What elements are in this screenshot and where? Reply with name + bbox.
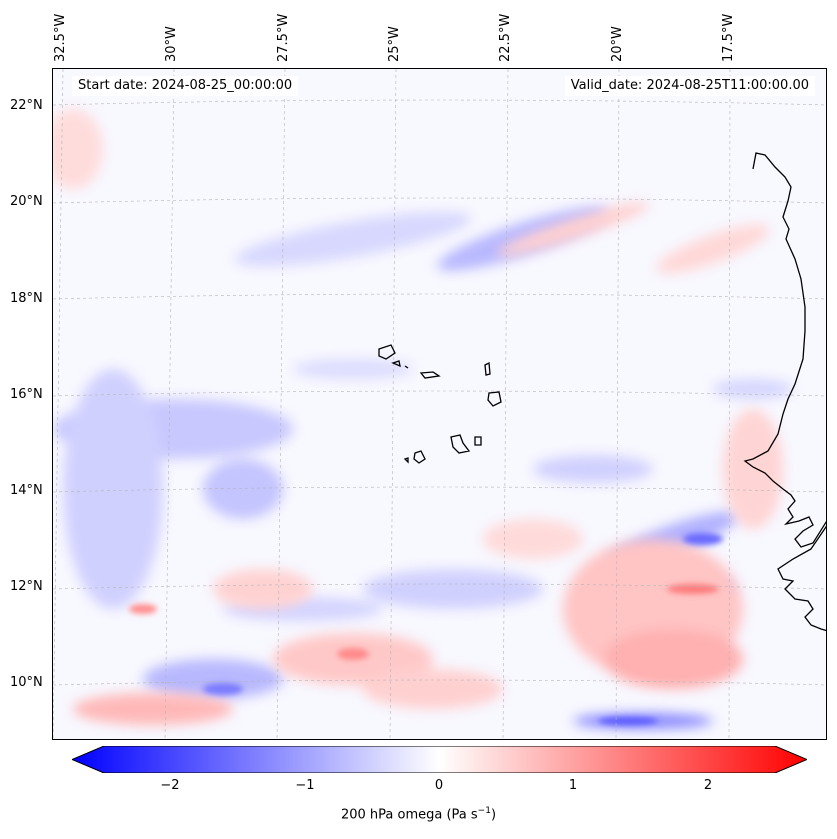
colorbar-label-text: 200 hPa omega (Pa s: [340, 807, 478, 823]
valid-date-label: Valid_date: 2024-08-25T11:00:00.00: [564, 76, 815, 96]
colorbar-label-exponent: −1: [477, 806, 491, 816]
colorbar-label-suffix: ): [490, 807, 497, 823]
colorbar-tick-1: 1: [568, 778, 578, 793]
lon-label-27-5w: 27.5°W: [276, 13, 291, 62]
gridlines: [53, 69, 826, 739]
lat-label-10n: 10°N: [10, 675, 43, 690]
map-panel: [52, 68, 827, 740]
colorbar-tick-0: 0: [434, 778, 444, 793]
lat-label-14n: 14°N: [10, 483, 43, 498]
lon-label-30w: 30°W: [164, 26, 179, 62]
lat-label-22n: 22°N: [10, 98, 43, 113]
lon-label-17-5w: 17.5°W: [721, 13, 736, 62]
lat-label-12n: 12°N: [10, 579, 43, 594]
cape-verde-islands: [378, 344, 502, 464]
start-date-label: Start date: 2024-08-25_00:00:00: [72, 76, 299, 96]
colorbar-label: 200 hPa omega (Pa s−1): [0, 806, 837, 822]
lon-label-32-5w: 32.5°W: [53, 13, 68, 62]
lat-label-20n: 20°N: [10, 194, 43, 209]
colorbar: [72, 746, 807, 773]
coastline: [743, 152, 826, 632]
colorbar-tick-2: 2: [703, 778, 713, 793]
omega-field: [53, 69, 826, 739]
lon-label-20w: 20°W: [610, 26, 625, 62]
lat-label-18n: 18°N: [10, 291, 43, 306]
lat-label-16n: 16°N: [10, 387, 43, 402]
colorbar-tick-minus1: −1: [295, 778, 315, 793]
lon-label-22-5w: 22.5°W: [498, 13, 513, 62]
colorbar-tick-minus2: −2: [160, 778, 180, 793]
lon-label-25w: 25°W: [387, 26, 402, 62]
